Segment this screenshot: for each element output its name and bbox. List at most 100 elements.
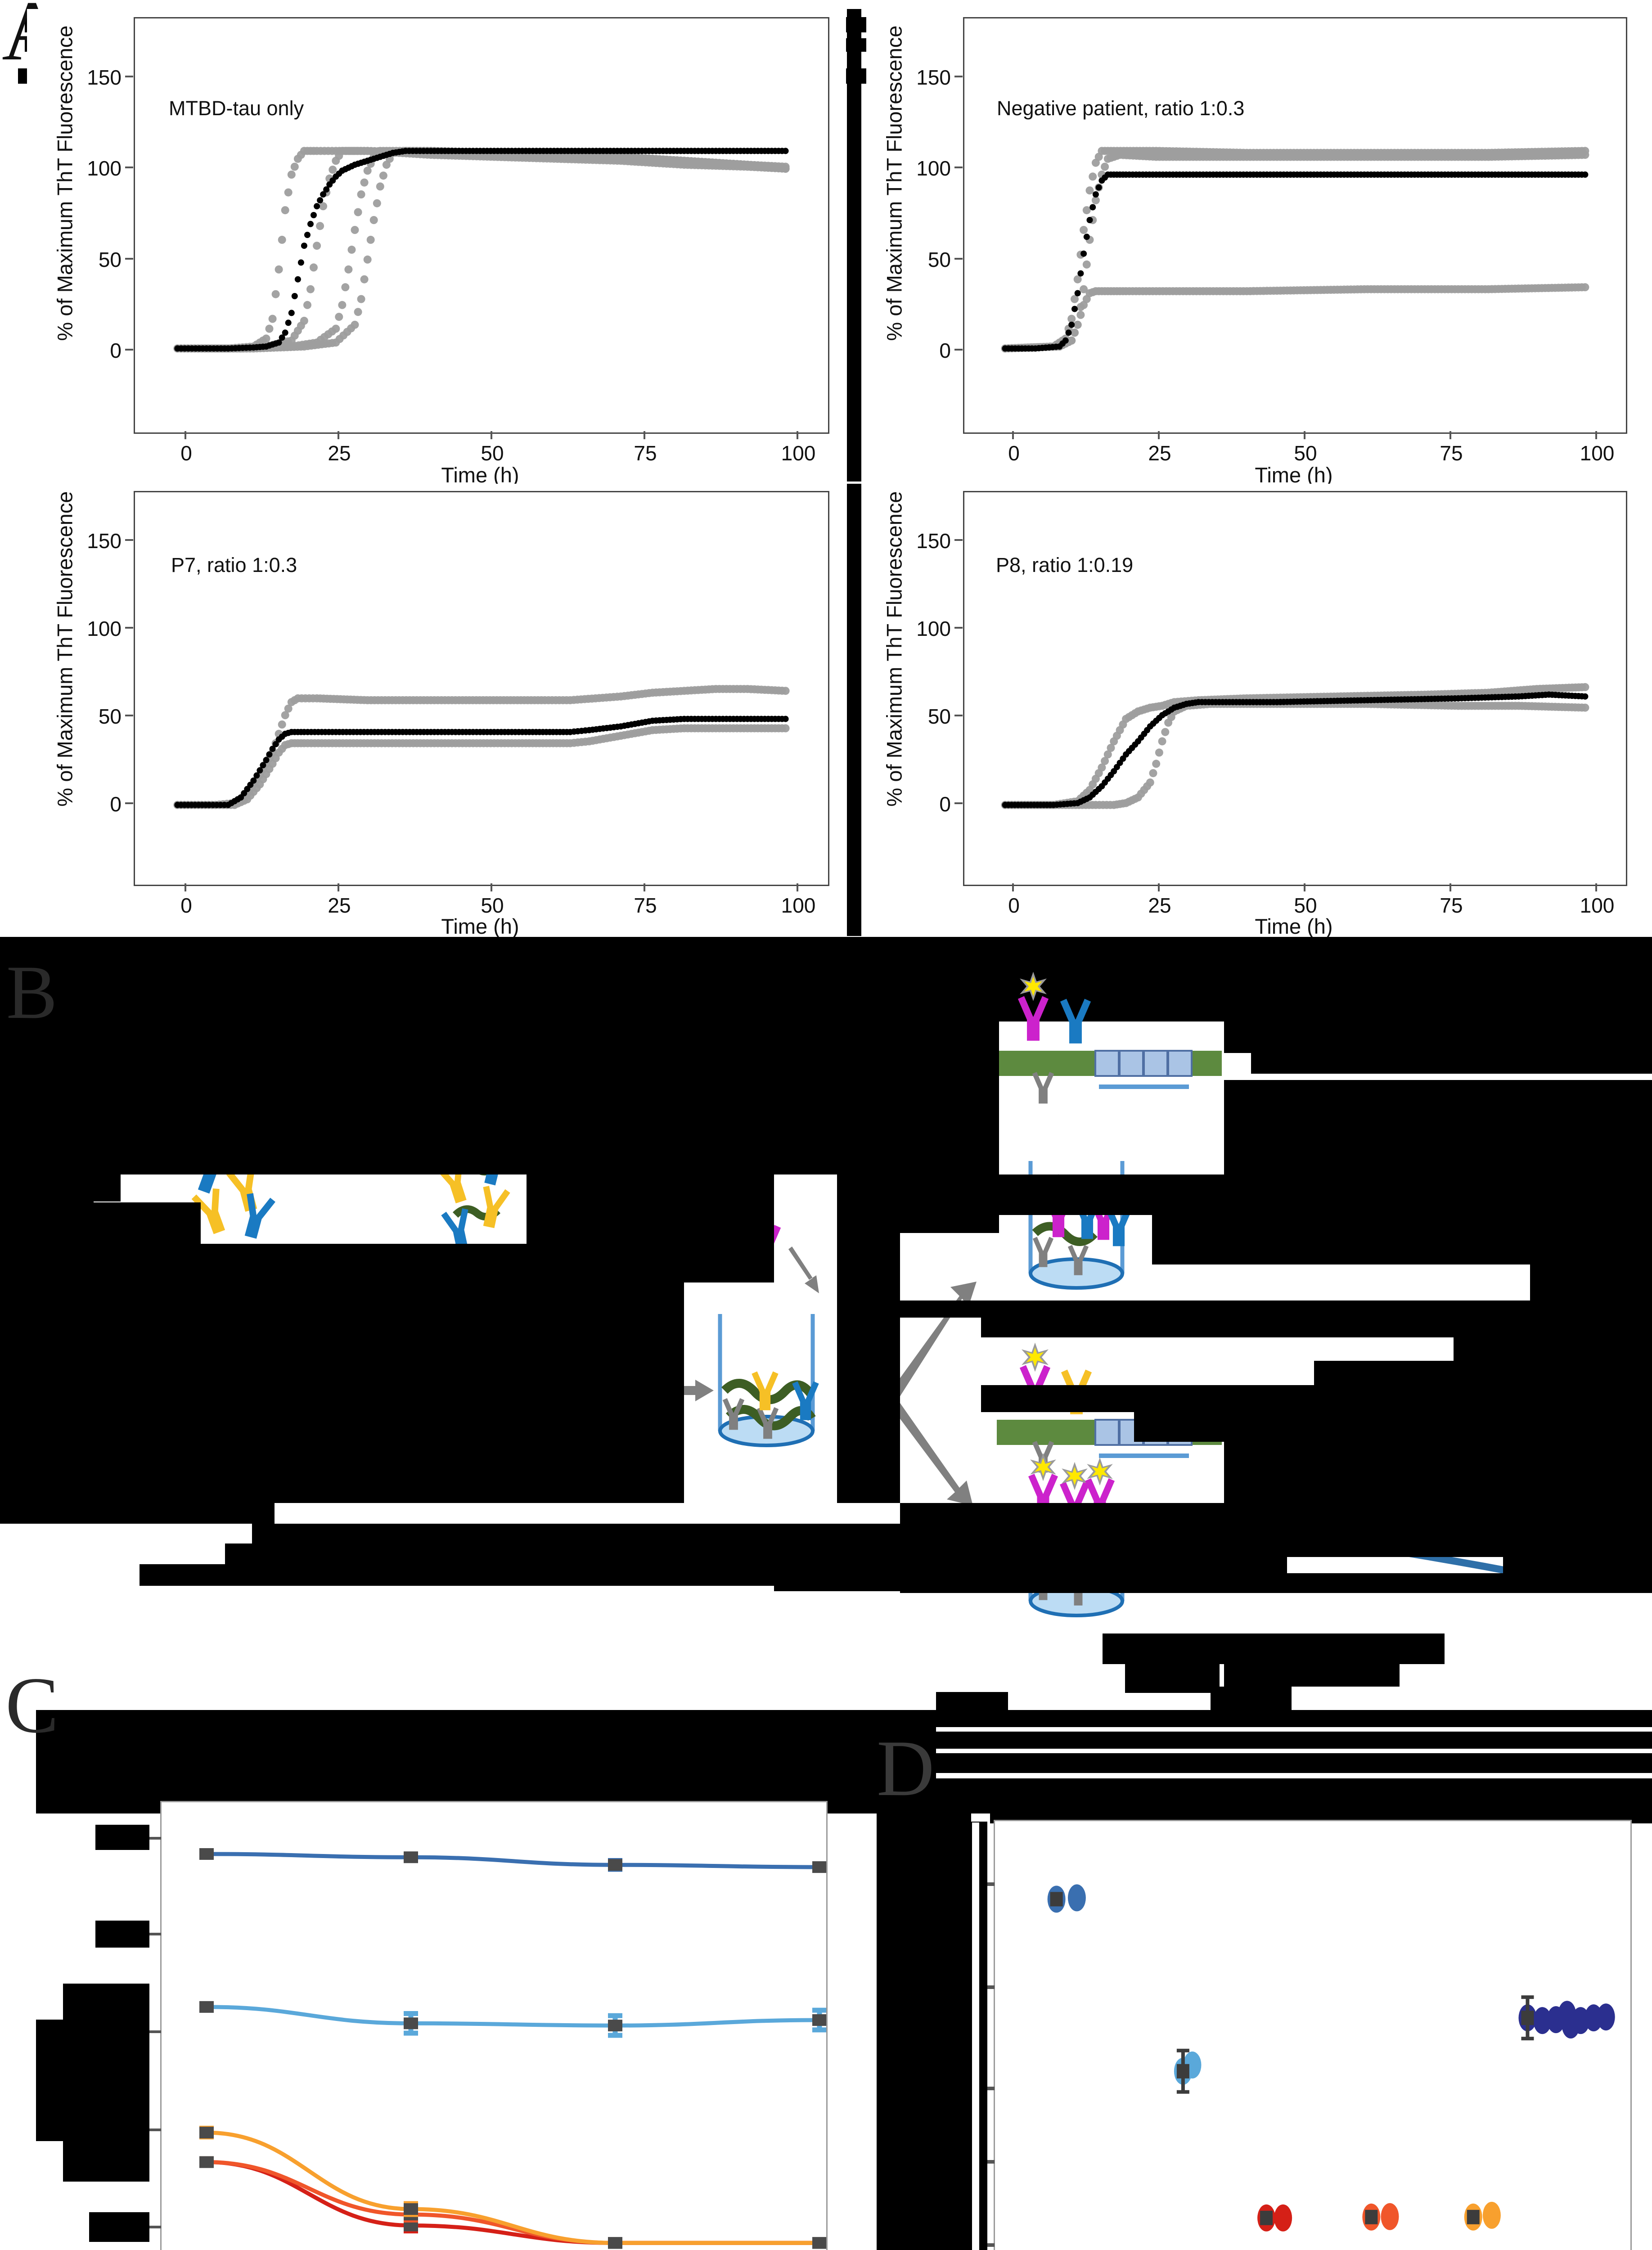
panel-letter-d: D [877, 1724, 935, 1813]
redaction-bar [95, 1921, 149, 1948]
x-tick-mark [1158, 431, 1160, 439]
redaction-bar [1454, 1337, 1652, 1361]
x-tick-label: 100 [781, 894, 816, 917]
tht-curves [1001, 683, 1589, 809]
y-tick-mark [954, 166, 963, 168]
y-tick-label: 100 [916, 157, 951, 180]
y-tick-label: 50 [98, 248, 122, 271]
x-tick-mark [644, 431, 645, 439]
x-tick-label: 0 [1008, 441, 1020, 465]
x-tick-label: 25 [1148, 894, 1171, 917]
y-tick-label: 100 [87, 617, 122, 640]
y-tick-label: 50 [927, 248, 951, 271]
x-tick-label: 50 [1294, 441, 1317, 465]
panel-letter-c: C [5, 1660, 59, 1750]
y-tick-label: 0 [110, 339, 122, 362]
y-tick-label: 50 [98, 705, 122, 728]
redaction-bar [63, 1984, 149, 2182]
redaction-bar [1251, 1458, 1652, 1486]
tht-plot-mtbd: % of Maximum ThT Fluorescence 150 100 50… [27, 9, 846, 487]
c-y-tick [149, 2226, 161, 2228]
redaction-bar [36, 2020, 72, 2141]
redaction-bar [1503, 1557, 1652, 1593]
y-tick-mark [125, 76, 133, 77]
panel-letter-b: B [6, 950, 58, 1035]
redaction-bar [1251, 1053, 1652, 1074]
tht-curves [173, 685, 790, 809]
redaction-bar [527, 1174, 684, 1503]
x-tick-label: 25 [328, 441, 351, 465]
x-tick-mark [491, 883, 492, 891]
y-tick-label: 0 [110, 792, 122, 816]
x-tick-label: 75 [634, 894, 657, 917]
redaction-bar [981, 1318, 1652, 1337]
d-y-tick [983, 1985, 995, 1989]
y-tick-mark [125, 166, 133, 168]
panel-d-chart [1047, 1884, 1615, 2232]
x-axis-label: Time (h) [1255, 463, 1333, 487]
redaction-bar [1125, 1664, 1220, 1693]
y-tick-label: 150 [87, 529, 122, 553]
redaction-bar [95, 1825, 149, 1850]
x-tick-mark [1158, 883, 1160, 891]
x-tick-label: 25 [328, 894, 351, 917]
redaction-bar [0, 1244, 315, 1503]
redaction-bar [1287, 1573, 1503, 1593]
white-gap [936, 1727, 1652, 1732]
redaction-bar [1314, 1361, 1652, 1385]
redaction-bar [900, 1503, 1287, 1593]
redaction-bar [1530, 1264, 1652, 1300]
x-tick-label: 100 [781, 441, 816, 465]
x-tick-mark [1012, 883, 1014, 891]
x-tick-label: 100 [1580, 894, 1615, 917]
y-tick-mark [954, 715, 963, 716]
d-y-tick [983, 2243, 995, 2247]
redaction-bar [877, 1814, 971, 2250]
redaction-bar [225, 1544, 774, 1564]
plot-frame [134, 17, 829, 434]
y-tick-label: 150 [87, 66, 122, 89]
redaction-bar [1152, 1215, 1652, 1264]
tht-curves [173, 147, 790, 353]
x-tick-mark [1012, 431, 1014, 439]
redaction-bar [315, 1244, 527, 1503]
x-tick-label: 75 [634, 441, 657, 465]
redaction-bar [0, 1022, 896, 1174]
panel-separator [847, 484, 861, 936]
plot-annotation: Negative patient, ratio 1:0.3 [997, 97, 1245, 120]
white-gap [936, 1773, 1652, 1778]
x-axis-label: Time (h) [441, 914, 519, 938]
microplate-well-icon-2 [718, 1314, 819, 1447]
x-tick-mark [1595, 431, 1597, 439]
y-tick-mark [954, 539, 963, 541]
x-tick-mark [1304, 883, 1305, 891]
plot-annotation: P8, ratio 1:0.19 [996, 554, 1134, 576]
redaction-bar [252, 1524, 774, 1544]
redaction-bar [1211, 1687, 1292, 1712]
white-gap [972, 1822, 979, 2250]
redaction-bar [140, 1564, 774, 1586]
redaction-bar [837, 1174, 900, 1503]
white-gap [936, 1749, 1652, 1753]
y-tick-mark [954, 258, 963, 260]
x-tick-label: 0 [1008, 894, 1020, 917]
redaction-bar [1224, 1022, 1652, 1053]
y-tick-mark [125, 715, 133, 716]
x-tick-mark [338, 883, 339, 891]
redaction-bar [94, 1174, 121, 1202]
labelled-antibody-icon-top [1017, 972, 1091, 1044]
x-tick-label: 75 [1440, 441, 1463, 465]
plot-annotation: MTBD-tau only [169, 97, 304, 120]
y-tick-mark [125, 349, 133, 351]
x-tick-label: 0 [180, 441, 192, 465]
redaction-bar [1287, 1503, 1652, 1557]
redaction-bar [0, 1221, 201, 1244]
x-tick-label: 50 [481, 894, 504, 917]
tht-plot-p7: % of Maximum ThT Fluorescence 150 100 50… [27, 484, 846, 938]
panel-separator [847, 9, 861, 482]
redaction-bar [1103, 1634, 1445, 1664]
tht-plot-p8: % of Maximum ThT Fluorescence 150 100 50… [866, 484, 1652, 938]
tht-plot-negative: % of Maximum ThT Fluorescence 150 100 50… [866, 9, 1652, 487]
redaction-bar [0, 1503, 257, 1521]
